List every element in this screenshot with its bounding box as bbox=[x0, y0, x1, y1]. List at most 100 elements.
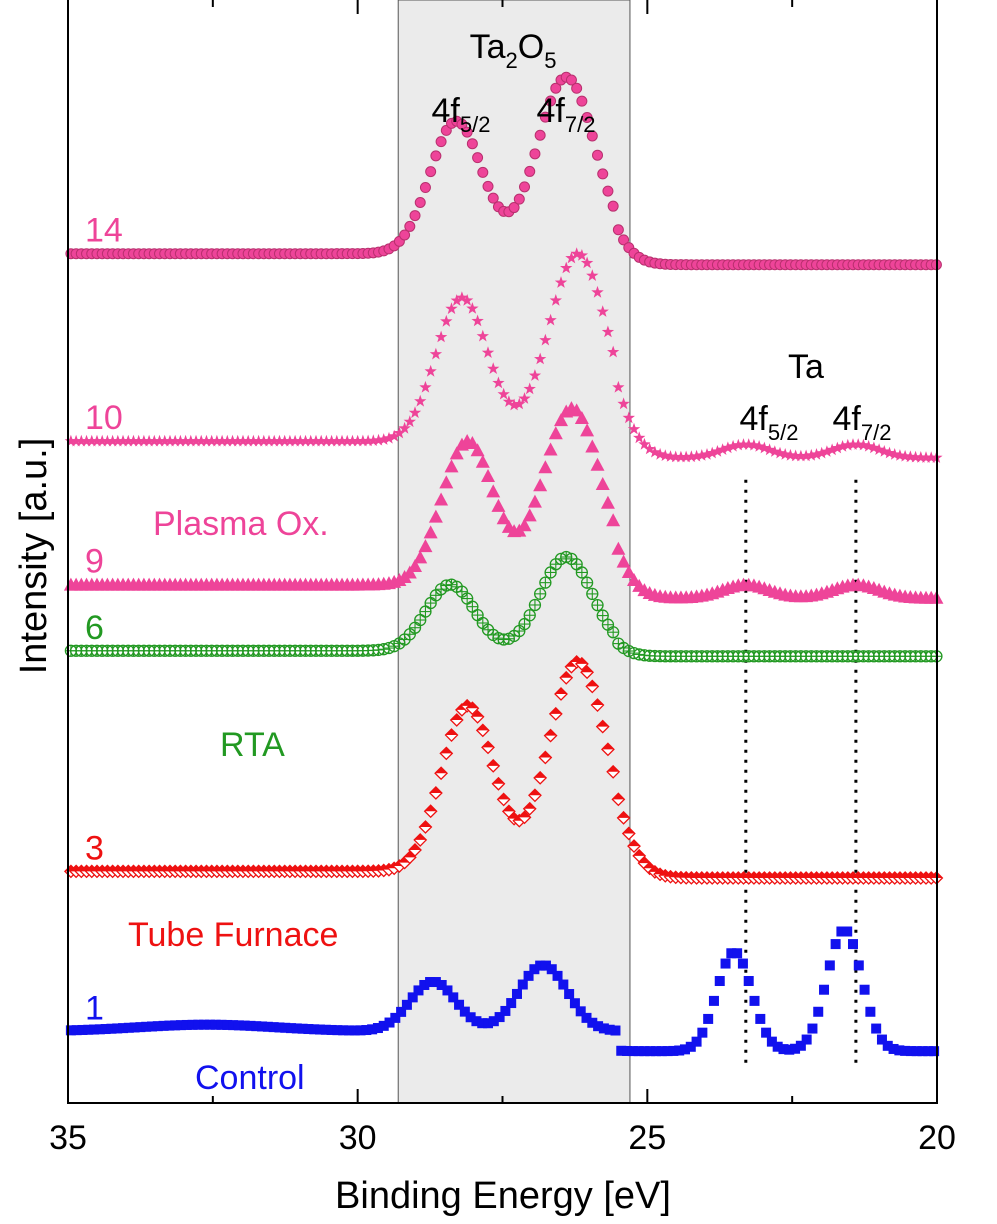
data-point bbox=[184, 434, 197, 447]
data-point bbox=[304, 434, 317, 447]
metal-reference-lines bbox=[744, 479, 858, 1065]
data-point bbox=[413, 550, 428, 564]
series-6 bbox=[64, 550, 943, 663]
data-point bbox=[401, 999, 412, 1010]
data-point bbox=[461, 294, 474, 306]
data-point bbox=[210, 434, 224, 447]
data-point bbox=[511, 988, 522, 999]
data-point bbox=[65, 1025, 76, 1036]
data-point bbox=[545, 95, 557, 107]
data-point bbox=[645, 1046, 656, 1057]
data-point bbox=[449, 446, 464, 460]
series-label: 1 bbox=[85, 989, 104, 1027]
data-point bbox=[544, 566, 557, 579]
data-point bbox=[591, 598, 604, 612]
data-point bbox=[507, 398, 521, 411]
data-point bbox=[595, 719, 610, 734]
data-point bbox=[574, 656, 589, 671]
data-point bbox=[434, 492, 449, 506]
data-point bbox=[409, 210, 421, 222]
data-point bbox=[743, 976, 754, 987]
data-point bbox=[610, 1025, 621, 1036]
data-point bbox=[595, 476, 610, 490]
data-point bbox=[685, 1041, 696, 1052]
data-point bbox=[430, 977, 441, 988]
data-point bbox=[900, 1045, 911, 1056]
data-point bbox=[404, 220, 416, 232]
data-point bbox=[408, 621, 422, 634]
data-point bbox=[543, 442, 558, 456]
series-9 bbox=[63, 401, 944, 604]
data-point bbox=[483, 1018, 494, 1029]
data-point bbox=[554, 413, 569, 427]
data-point bbox=[286, 1023, 297, 1034]
data-point bbox=[648, 445, 661, 458]
data-point bbox=[199, 1019, 210, 1030]
data-point bbox=[361, 1025, 372, 1036]
data-point bbox=[527, 494, 542, 508]
data-point bbox=[616, 554, 631, 568]
data-point bbox=[679, 1044, 690, 1055]
data-point bbox=[911, 1046, 922, 1057]
data-point bbox=[522, 801, 537, 816]
data-point bbox=[586, 587, 599, 601]
data-point bbox=[434, 330, 448, 343]
data-point bbox=[602, 185, 614, 197]
data-point bbox=[497, 387, 510, 400]
data-point bbox=[534, 587, 547, 600]
data-point bbox=[716, 443, 729, 455]
data-point bbox=[75, 434, 88, 447]
data-point bbox=[554, 276, 568, 288]
data-point bbox=[425, 977, 436, 988]
data-point bbox=[466, 302, 479, 314]
data-point bbox=[175, 1020, 186, 1031]
data-point bbox=[456, 118, 468, 130]
data-point bbox=[737, 958, 748, 969]
data-point bbox=[129, 1022, 140, 1033]
data-point bbox=[585, 439, 600, 453]
data-point bbox=[403, 415, 416, 428]
data-point bbox=[315, 434, 328, 447]
data-point bbox=[590, 698, 605, 712]
data-point bbox=[94, 1024, 105, 1035]
data-point bbox=[419, 182, 431, 194]
group-label-rta: RTA bbox=[220, 726, 285, 764]
data-point bbox=[430, 150, 442, 162]
data-point bbox=[153, 434, 166, 447]
data-point bbox=[487, 362, 500, 374]
data-point bbox=[607, 200, 619, 212]
data-point bbox=[393, 426, 406, 439]
data-point bbox=[576, 95, 588, 107]
data-point bbox=[471, 608, 484, 622]
data-point bbox=[470, 709, 485, 724]
x-tick-label: 35 bbox=[49, 1119, 87, 1157]
data-point bbox=[570, 558, 583, 571]
data-point bbox=[627, 422, 641, 435]
data-point bbox=[268, 1022, 279, 1033]
data-point bbox=[262, 1021, 273, 1032]
data-point bbox=[606, 513, 621, 527]
data-point bbox=[513, 397, 526, 410]
data-point bbox=[407, 992, 418, 1003]
data-point bbox=[491, 776, 506, 791]
data-point bbox=[428, 786, 443, 800]
data-point bbox=[575, 249, 589, 261]
data-point bbox=[372, 1023, 383, 1034]
data-point bbox=[429, 347, 443, 360]
data-point bbox=[574, 411, 589, 425]
data-point bbox=[853, 960, 864, 971]
data-point bbox=[486, 484, 501, 498]
data-point bbox=[831, 441, 844, 454]
data-point bbox=[611, 541, 626, 555]
series-label: 9 bbox=[85, 543, 104, 581]
data-point bbox=[384, 1017, 395, 1028]
data-point bbox=[343, 1025, 354, 1036]
data-point bbox=[638, 437, 651, 450]
data-point bbox=[570, 247, 583, 260]
data-point bbox=[137, 434, 151, 447]
series-3 bbox=[63, 655, 944, 885]
data-point bbox=[481, 346, 495, 358]
data-point bbox=[732, 438, 745, 451]
data-point bbox=[622, 411, 635, 424]
